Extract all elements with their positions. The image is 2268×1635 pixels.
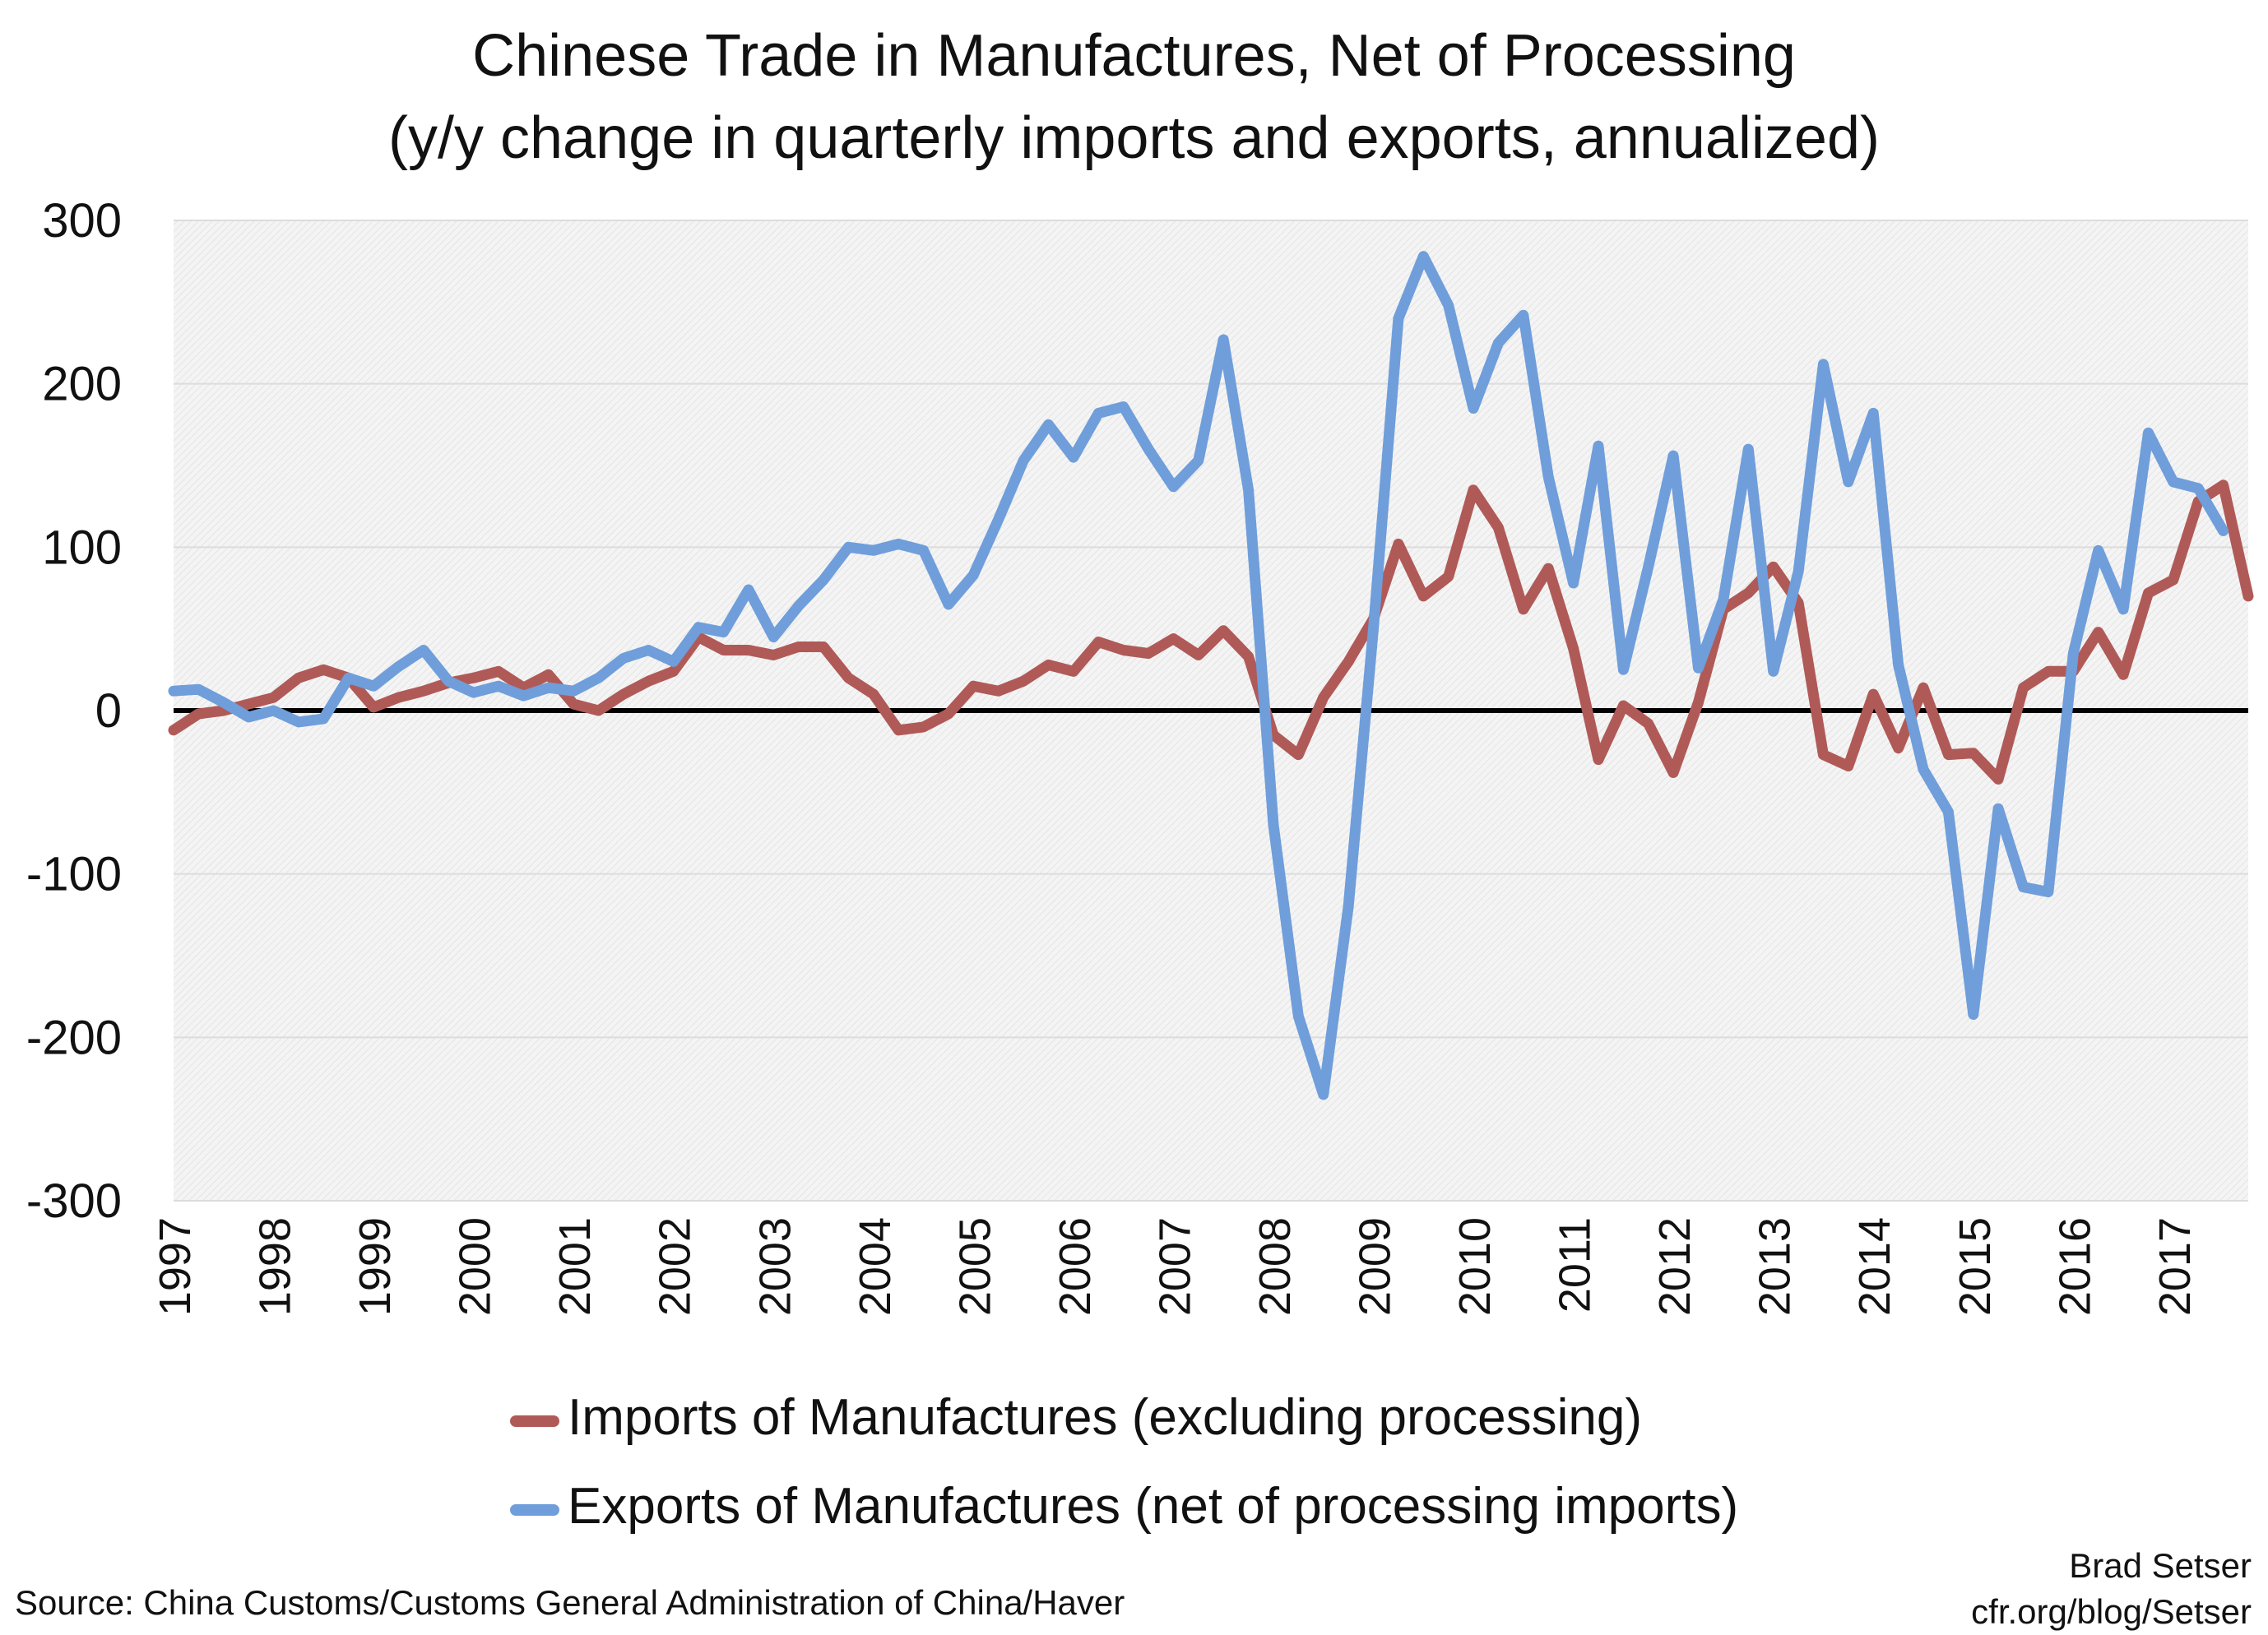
x-tick-label: 2009 xyxy=(1351,1217,1400,1316)
y-tick-label: 100 xyxy=(42,521,122,574)
x-tick-label: 2017 xyxy=(2150,1217,2200,1316)
x-tick-label: 2004 xyxy=(851,1217,900,1316)
author-credit: Brad Setser cfr.org/blog/Setser xyxy=(1971,1543,2252,1635)
chart-title: Chinese Trade in Manufactures, Net of Pr… xyxy=(472,23,1796,89)
y-tick-label: 0 xyxy=(95,684,122,738)
x-tick-label: 2010 xyxy=(1450,1217,1500,1316)
y-axis: 300 200 100 0 -100 -200 -300 xyxy=(26,194,122,1228)
legend-swatch-imports xyxy=(510,1415,559,1427)
y-tick-label: -300 xyxy=(26,1174,122,1228)
credit-url: cfr.org/blog/Setser xyxy=(1971,1592,2252,1631)
x-tick-label: 2012 xyxy=(1650,1217,1700,1316)
x-tick-label: 2015 xyxy=(1950,1217,2000,1316)
legend-item-imports: Imports of Manufactures (excluding proce… xyxy=(510,1385,1642,1451)
x-tick-label: 2007 xyxy=(1150,1217,1199,1316)
legend-swatch-exports xyxy=(510,1503,559,1516)
chart-subtitle: (y/y change in quarterly imports and exp… xyxy=(388,105,1880,171)
legend-item-exports: Exports of Manufactures (net of processi… xyxy=(510,1474,1738,1540)
x-tick-label: 2001 xyxy=(550,1217,600,1316)
x-axis: 1997 1998 1999 2000 2001 2002 2003 2004 2005 2006… xyxy=(151,1217,2200,1316)
x-tick-label: 2014 xyxy=(1850,1217,1899,1316)
x-tick-label: 2000 xyxy=(451,1217,500,1316)
x-tick-label: 1997 xyxy=(151,1217,200,1316)
x-tick-label: 2006 xyxy=(1051,1217,1100,1316)
x-tick-label: 2002 xyxy=(651,1217,700,1316)
x-tick-label: 2008 xyxy=(1250,1217,1300,1316)
y-tick-label: 200 xyxy=(42,358,122,411)
x-tick-label: 1998 xyxy=(251,1217,300,1316)
source-note: Source: China Customs/Customs General Ad… xyxy=(15,1583,1125,1622)
x-tick-label: 1999 xyxy=(350,1217,400,1316)
y-tick-label: 300 xyxy=(42,194,122,248)
series-line-exports xyxy=(168,251,2229,1100)
legend-label-imports: Imports of Manufactures (excluding proce… xyxy=(568,1389,1643,1446)
x-tick-label: 2005 xyxy=(950,1217,999,1316)
x-tick-label: 2003 xyxy=(750,1217,800,1316)
series-lines xyxy=(168,251,2254,1100)
credit-name: Brad Setser xyxy=(2069,1546,2252,1585)
x-tick-label: 2016 xyxy=(2050,1217,2099,1316)
x-tick-label: 2013 xyxy=(1751,1217,1800,1316)
y-tick-label: -100 xyxy=(26,848,122,901)
x-tick-label: 2011 xyxy=(1551,1217,1600,1313)
series-line-imports xyxy=(168,479,2254,785)
legend-label-exports: Exports of Manufactures (net of processi… xyxy=(568,1478,1739,1535)
y-tick-label: -200 xyxy=(26,1011,122,1064)
